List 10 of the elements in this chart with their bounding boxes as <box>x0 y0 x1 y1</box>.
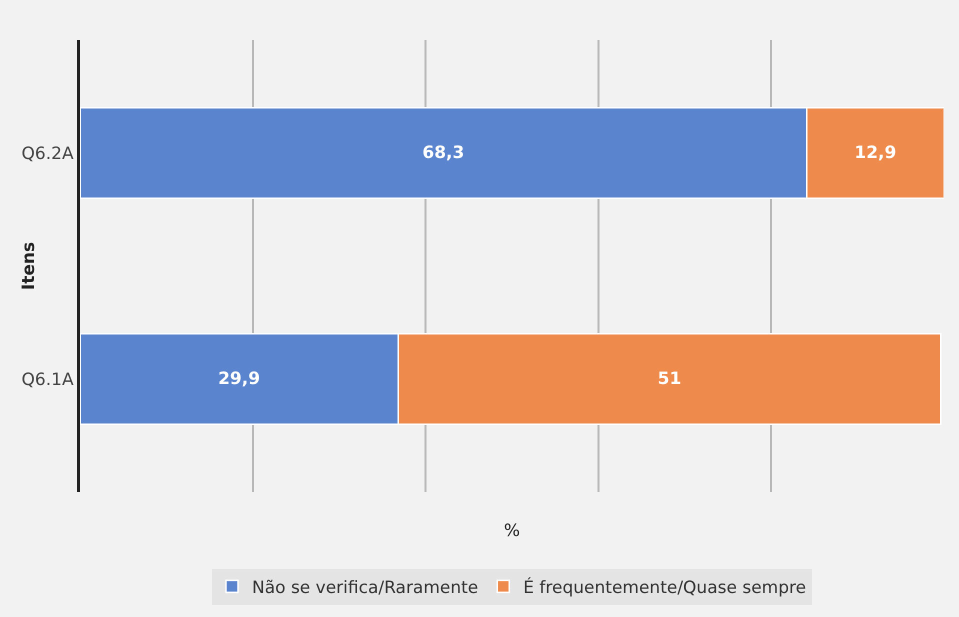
data-label: 51 <box>658 369 682 389</box>
data-label: 12,9 <box>854 143 896 163</box>
x-axis-title: % <box>504 521 520 541</box>
y-axis-title: Itens <box>19 242 39 290</box>
data-label: 29,9 <box>218 369 260 389</box>
legend-label: Não se verifica/Raramente <box>252 578 478 598</box>
data-label: 68,3 <box>422 143 464 163</box>
legend-label: É frequentemente/Quase sempre <box>523 577 806 598</box>
y-tick-label: Q6.2A <box>22 144 74 164</box>
y-tick-label: Q6.1A <box>22 370 74 390</box>
